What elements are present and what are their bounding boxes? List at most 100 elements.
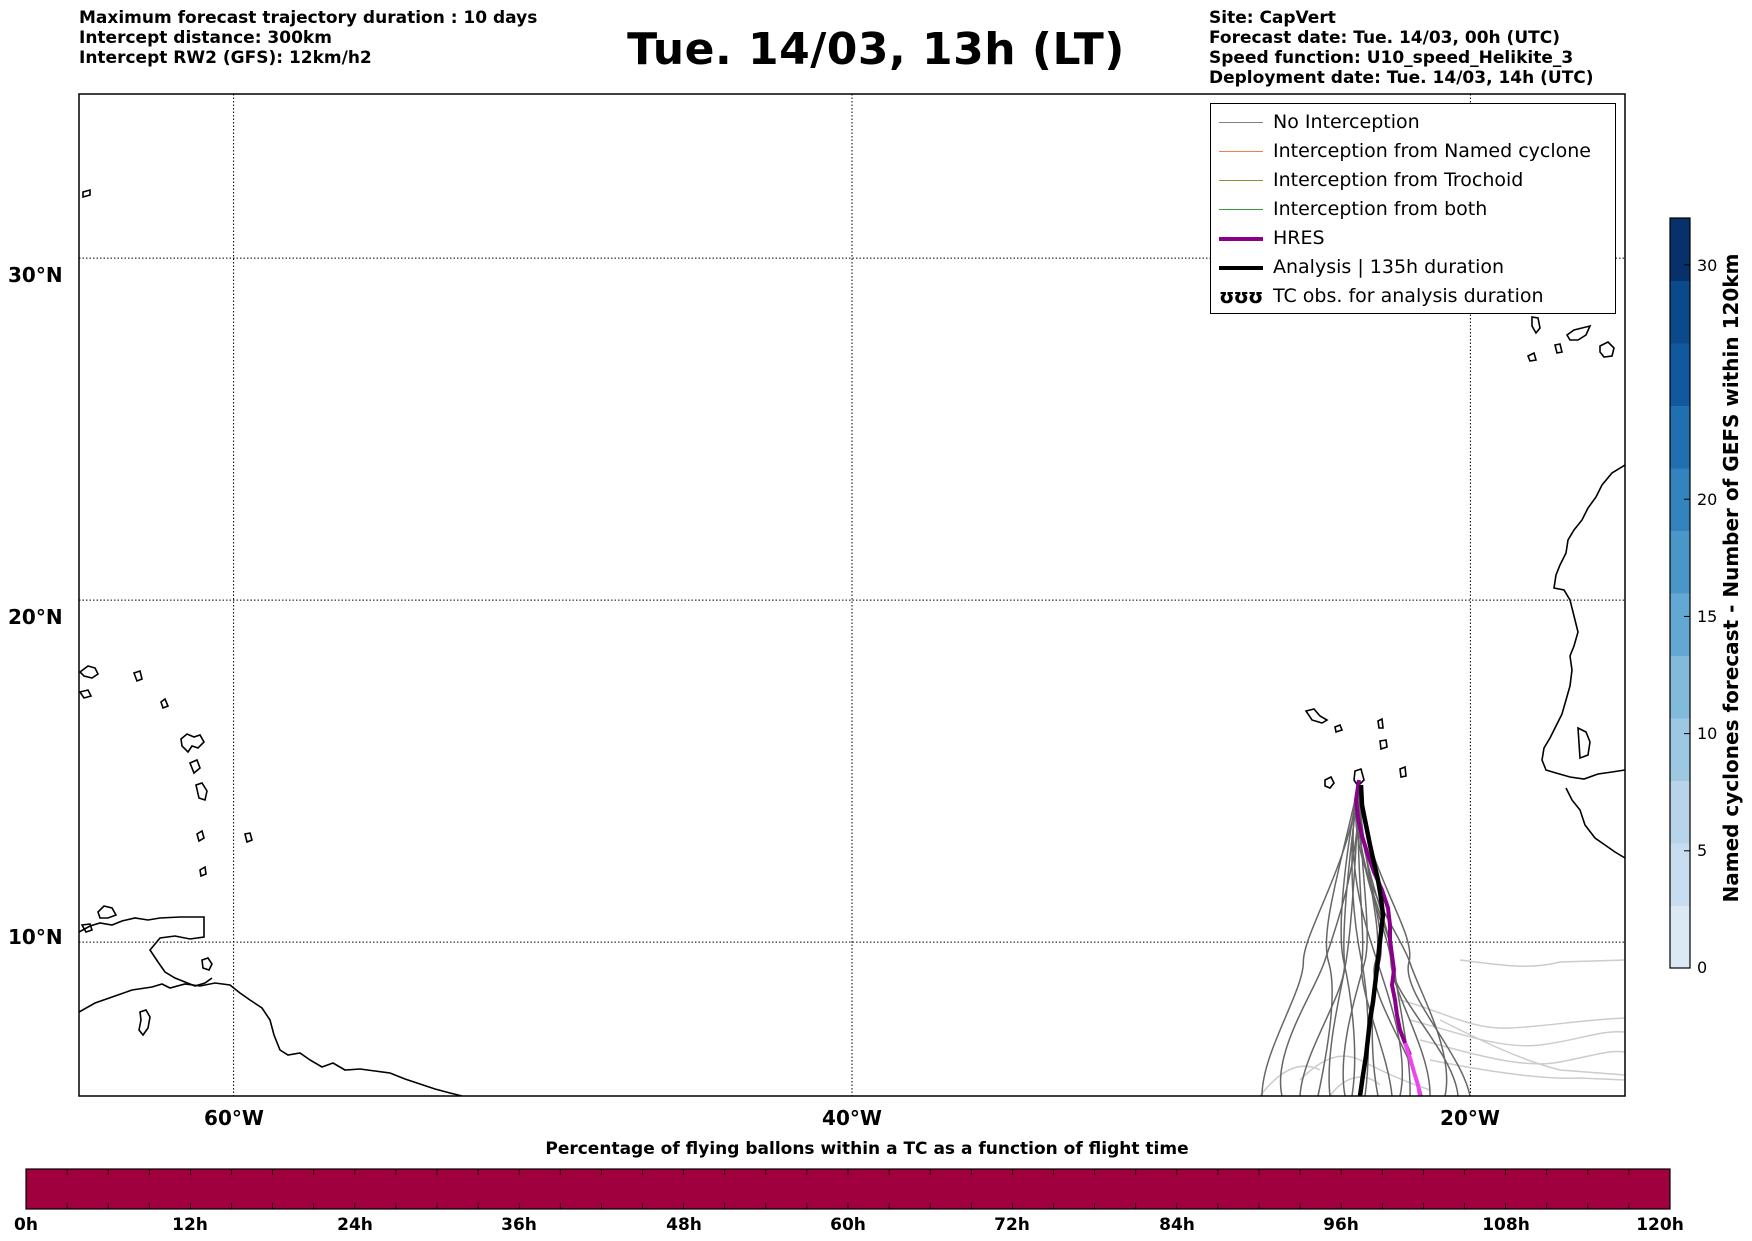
time-bar-tick-label: 12h — [172, 1215, 208, 1235]
header-left: Maximum forecast trajectory duration : 1… — [79, 8, 537, 68]
header-right-line: Speed function: U10_speed_Helikite_3 — [1209, 48, 1574, 68]
time-bar-ticks — [25, 1169, 1671, 1209]
island — [1324, 775, 1335, 789]
tc-obs-symbol: ʊʊʊ — [1219, 284, 1263, 308]
trajectory-light — [1299, 1055, 1431, 1091]
colorbar-box — [1670, 280, 1690, 344]
legend-item: Interception from Trochoid — [1211, 167, 1615, 195]
island — [138, 1009, 151, 1037]
header-left-line: Maximum forecast trajectory duration : 1… — [79, 8, 538, 28]
coastlines — [79, 188, 1625, 1096]
island — [1599, 341, 1615, 358]
island — [1565, 324, 1592, 341]
island — [1399, 765, 1407, 778]
trajectory-no-interception — [1279, 781, 1360, 1096]
colorbar-ticks — [1684, 264, 1690, 969]
island — [80, 923, 94, 933]
lon-tick-label: 60°W — [204, 1106, 264, 1130]
colorbar-tick-label: 0 — [1697, 958, 1708, 977]
legend-label: HRES — [1273, 227, 1325, 249]
island — [195, 782, 208, 802]
trajectory-no-interception — [1317, 781, 1360, 1096]
trajectory-light — [1429, 1059, 1625, 1081]
colorbar-box — [1670, 593, 1690, 656]
legend-swatch — [1219, 209, 1263, 210]
island — [1379, 739, 1388, 751]
colorbar-tick-label: 10 — [1697, 724, 1718, 743]
island — [244, 832, 253, 844]
colorbar-box — [1670, 530, 1690, 594]
legend-item: HRES — [1211, 225, 1615, 253]
island — [188, 758, 201, 775]
lat-tick-label: 20°N — [8, 605, 63, 629]
colorbar-box — [1670, 655, 1690, 719]
trajectory-no-interception — [1340, 781, 1360, 1096]
legend-label: No Interception — [1273, 111, 1420, 133]
header-left-line: Intercept RW2 (GFS): 12km/h2 — [79, 48, 372, 68]
legend-item: ʊʊʊ TC obs. for analysis duration — [1211, 283, 1615, 311]
time-bar-tick-label: 24h — [337, 1215, 373, 1235]
island — [160, 697, 170, 710]
island — [196, 829, 205, 843]
colorbar-box — [1670, 718, 1690, 781]
coastline-venezuela — [79, 916, 213, 987]
header-right-line: Forecast date: Tue. 14/03, 00h (UTC) — [1209, 28, 1560, 48]
trajectory-light — [1409, 1019, 1625, 1047]
header-right: Site: CapVert Forecast date: Tue. 14/03,… — [1209, 8, 1594, 88]
colorbar-box — [1670, 405, 1690, 469]
time-bar-tick-label: 120h — [1636, 1215, 1684, 1235]
island — [1304, 708, 1329, 724]
time-bar-tick-label: 48h — [666, 1215, 702, 1235]
island — [1334, 723, 1344, 734]
lon-tick-label: 20°W — [1440, 1106, 1500, 1130]
island — [1377, 717, 1384, 729]
time-bar-title: Percentage of flying ballons within a TC… — [545, 1139, 1189, 1159]
trajectory-light — [1439, 1019, 1625, 1076]
lon-tick-label: 40°W — [822, 1106, 882, 1130]
coastline-africa — [1565, 787, 1625, 859]
trajectory-light — [1259, 1065, 1321, 1096]
colorbar-box — [1670, 218, 1690, 281]
legend-swatch — [1219, 266, 1263, 270]
header-left-line: Intercept distance: 300km — [79, 28, 332, 48]
colorbar-box — [1670, 343, 1690, 406]
trajectory-no-interception — [1357, 781, 1393, 1096]
trajectory-light — [1399, 999, 1625, 1029]
hres-trajectory — [1353, 779, 1412, 1056]
colorbar-box — [1670, 843, 1690, 906]
coastline-south-america — [79, 982, 463, 1096]
legend-item: Analysis | 135h duration — [1211, 254, 1615, 282]
time-bar-tick-label: 60h — [830, 1215, 866, 1235]
time-bar-tick-label: 96h — [1323, 1215, 1359, 1235]
colorbar-tick-label: 30 — [1697, 256, 1718, 275]
legend-label: Interception from Trochoid — [1273, 169, 1524, 191]
colorbar-box — [1670, 905, 1690, 969]
map-frame — [78, 93, 1626, 1097]
header-right-line: Deployment date: Tue. 14/03, 14h (UTC) — [1209, 68, 1594, 88]
island — [1353, 767, 1365, 788]
time-bar-tick-label: 36h — [501, 1215, 537, 1235]
colorbar-tick-label: 5 — [1697, 841, 1708, 860]
island — [1531, 316, 1541, 335]
island — [180, 733, 205, 754]
map-legend: No Interception Interception from Named … — [1210, 103, 1616, 314]
coastline-africa — [1541, 464, 1625, 780]
colorbar-tick-label: 20 — [1697, 490, 1718, 509]
time-bar-tick-label: 72h — [994, 1215, 1030, 1235]
island — [1554, 343, 1563, 354]
colorbar — [1670, 218, 1690, 969]
island — [79, 665, 100, 679]
island — [97, 905, 118, 919]
analysis-trajectory — [1357, 784, 1386, 1096]
time-bar-tick-label: 84h — [1159, 1215, 1195, 1235]
legend-label: Interception from Named cyclone — [1273, 140, 1591, 162]
island — [132, 669, 143, 683]
legend-item: No Interception — [1211, 109, 1615, 137]
hres-trajectory-tail — [1403, 1042, 1422, 1096]
trajectory-light — [1419, 1039, 1625, 1065]
time-bar — [25, 1168, 1671, 1210]
legend-swatch — [1219, 237, 1263, 241]
time-bar-tick-label: 0h — [14, 1215, 38, 1235]
coastline-africa — [1577, 726, 1591, 760]
island — [199, 865, 207, 878]
